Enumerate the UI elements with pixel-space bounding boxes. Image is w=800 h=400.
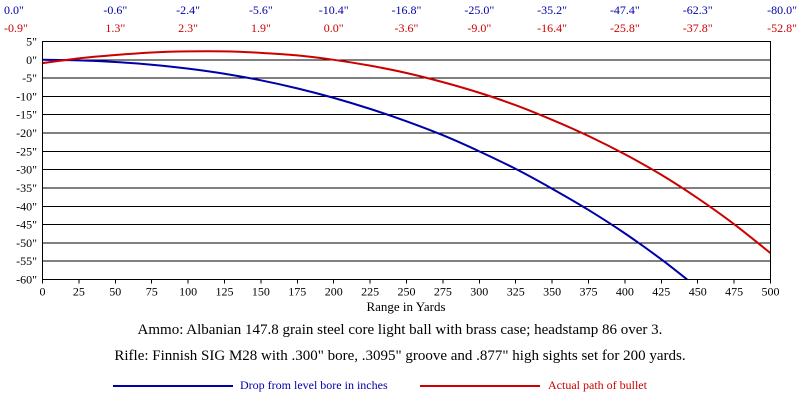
grid-lines bbox=[42, 41, 771, 280]
top-path-label: 1.9" bbox=[251, 21, 271, 35]
y-tick-label: -60" bbox=[16, 273, 37, 287]
y-tick-label: -5" bbox=[22, 71, 37, 85]
x-tick-label: 425 bbox=[652, 285, 670, 299]
top-drop-label: -80.0" bbox=[767, 3, 797, 17]
y-tick-label: -15" bbox=[16, 108, 37, 122]
top-drop-label: -47.4" bbox=[610, 3, 640, 17]
top-drop-label: -62.3" bbox=[683, 3, 713, 17]
y-tick-label: -30" bbox=[16, 163, 37, 177]
top-drop-label: 0.0" bbox=[4, 3, 24, 17]
x-tick-label: 50 bbox=[109, 285, 121, 299]
x-tick-label: 25 bbox=[73, 285, 85, 299]
y-tick-label: -55" bbox=[16, 254, 37, 268]
y-tick-label: -50" bbox=[16, 236, 37, 250]
y-tick-label: -25" bbox=[16, 144, 37, 158]
top-path-label: -37.8" bbox=[683, 21, 713, 35]
y-tick-label: -35" bbox=[16, 181, 37, 195]
x-tick-label: 275 bbox=[434, 285, 452, 299]
top-path-label: 0.0" bbox=[324, 21, 344, 35]
top-path-label: -25.8" bbox=[610, 21, 640, 35]
x-tick-label: 325 bbox=[507, 285, 525, 299]
top-path-label: -0.9" bbox=[4, 21, 28, 35]
series-lines bbox=[42, 50, 771, 280]
x-tick-label: 400 bbox=[616, 285, 634, 299]
y-tick-label: -10" bbox=[16, 89, 37, 103]
y-axis-ticks: 5" 0" -5" -10" -15" -20" -25" -30" -35" -40" -45" -… bbox=[16, 35, 37, 287]
x-tick-label: 300 bbox=[470, 285, 488, 299]
rifle-note: Rifle: Finnish SIG M28 with .300" bore, … bbox=[114, 348, 686, 364]
top-drop-label: -25.0" bbox=[464, 3, 494, 17]
top-drop-label: -2.4" bbox=[176, 3, 200, 17]
path-series-line bbox=[42, 50, 771, 254]
top-path-label: -52.8" bbox=[767, 21, 797, 35]
top-drop-label: -0.6" bbox=[103, 3, 127, 17]
top-value-labels: 0.0" -0.9" -0.6" 1.3" -2.4" 2.3" -5.6" 1.9" -10.… bbox=[4, 3, 797, 35]
legend-path-swatch bbox=[420, 385, 540, 387]
top-drop-label: -35.2" bbox=[537, 3, 567, 17]
x-tick-label: 250 bbox=[398, 285, 416, 299]
x-tick-label: 200 bbox=[325, 285, 343, 299]
legend-drop-swatch bbox=[113, 385, 233, 387]
legend-path-label: Actual path of bullet bbox=[548, 378, 647, 392]
x-axis-ticks: 0 25 50 75 100 125 150 175 200 225 250 275 300 325 350… bbox=[40, 279, 780, 299]
x-tick-label: 125 bbox=[216, 285, 234, 299]
x-tick-label: 450 bbox=[689, 285, 707, 299]
x-tick-label: 225 bbox=[361, 285, 379, 299]
y-tick-label: 5" bbox=[26, 35, 37, 49]
x-tick-label: 100 bbox=[179, 285, 197, 299]
y-tick-label: -40" bbox=[16, 199, 37, 213]
legend: Drop from level bore in inches Actual pa… bbox=[0, 376, 800, 396]
x-tick-label: 150 bbox=[252, 285, 270, 299]
x-tick-label: 75 bbox=[146, 285, 158, 299]
legend-drop-label: Drop from level bore in inches bbox=[240, 378, 388, 392]
drop-series-line bbox=[42, 58, 689, 280]
top-path-label: -16.4" bbox=[537, 21, 567, 35]
x-tick-label: 175 bbox=[288, 285, 306, 299]
y-tick-label: -20" bbox=[16, 126, 37, 140]
plot-frame bbox=[42, 41, 771, 280]
ammo-note: Ammo: Albanian 147.8 grain steel core li… bbox=[137, 322, 663, 338]
y-tick-label: 0" bbox=[26, 53, 37, 67]
x-axis-label: Range in Yards bbox=[366, 299, 445, 314]
y-tick-label: -45" bbox=[16, 218, 37, 232]
x-tick-label: 350 bbox=[543, 285, 561, 299]
top-drop-label: -16.8" bbox=[392, 3, 422, 17]
x-tick-label: 500 bbox=[762, 285, 780, 299]
x-tick-label: 0 bbox=[40, 285, 46, 299]
top-path-label: -9.0" bbox=[467, 21, 491, 35]
top-path-label: 1.3" bbox=[105, 21, 125, 35]
top-path-label: 2.3" bbox=[178, 21, 198, 35]
x-tick-label: 375 bbox=[580, 285, 598, 299]
trajectory-chart: 0 25 50 75 100 125 150 175 200 225 250 275 300 325 350… bbox=[4, 3, 797, 314]
top-drop-label: -5.6" bbox=[249, 3, 273, 17]
top-path-label: -3.6" bbox=[395, 21, 419, 35]
x-tick-label: 475 bbox=[725, 285, 743, 299]
top-drop-label: -10.4" bbox=[319, 3, 349, 17]
